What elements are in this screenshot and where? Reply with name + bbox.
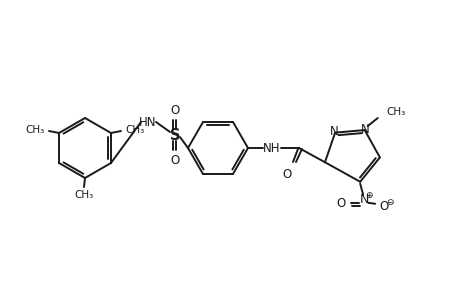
Text: CH₃: CH₃	[386, 107, 405, 117]
Text: N: N	[329, 125, 338, 138]
Text: O: O	[170, 103, 179, 116]
Text: O: O	[379, 200, 388, 213]
Text: HN: HN	[139, 116, 157, 128]
Text: S: S	[169, 128, 180, 142]
Text: N: N	[359, 193, 368, 206]
Text: CH₃: CH₃	[74, 190, 94, 200]
Text: O: O	[170, 154, 179, 166]
Text: O: O	[282, 169, 291, 182]
Text: NH: NH	[263, 142, 280, 154]
Text: ⊖: ⊖	[386, 198, 393, 207]
Text: CH₃: CH₃	[125, 125, 144, 135]
Text: O: O	[336, 197, 345, 210]
Text: N: N	[361, 123, 369, 136]
Text: ⊕: ⊕	[364, 191, 372, 200]
Text: CH₃: CH₃	[26, 125, 45, 135]
